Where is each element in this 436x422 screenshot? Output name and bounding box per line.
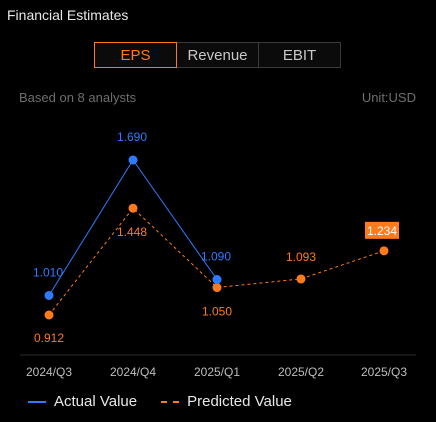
predicted-swatch [161,400,180,403]
predicted-value-label: 1.448 [117,225,147,239]
x-tick-label: 2025/Q3 [361,365,407,379]
predicted-point [212,283,222,293]
predicted-highlight-badge [365,221,399,239]
actual-swatch [28,400,46,403]
x-tick-label: 2025/Q2 [278,365,324,379]
actual-value-label: 1.090 [201,250,231,264]
actual-value-label: 1.010 [33,265,63,279]
page-title: Financial Estimates [7,7,129,23]
predicted-point [44,310,54,320]
legend-actual[interactable]: Actual Value [28,393,137,410]
predicted-value-label: 1.050 [202,305,232,319]
actual-point [128,155,138,165]
legend-actual-label: Actual Value [54,393,138,410]
legend-predicted[interactable]: Predicted Value [161,393,292,410]
actual-point [212,275,222,285]
analyst-count: Based on 8 analysts [19,90,137,105]
chart-legend: Actual Value Predicted Value [28,393,316,410]
predicted-line [48,207,385,316]
legend-predicted-label: Predicted Value [187,393,292,410]
x-tick-label: 2024/Q3 [26,365,72,379]
tab-ebit[interactable]: EBIT [258,42,341,68]
unit-label: Unit:USD [361,90,416,105]
predicted-value-label: 0.912 [34,331,64,345]
x-tick-label: 2024/Q4 [110,365,156,379]
metric-tabs: EPS Revenue EBIT [94,42,341,68]
predicted-value-label: 1.093 [286,250,316,264]
predicted-point [379,246,389,256]
predicted-point [128,203,138,213]
tab-eps[interactable]: EPS [94,42,177,68]
predicted-value-label: 1.234 [367,224,397,238]
predicted-point [296,274,306,284]
actual-point [44,290,54,300]
actual-value-label: 1.690 [117,130,147,144]
x-tick-label: 2025/Q1 [194,365,240,379]
